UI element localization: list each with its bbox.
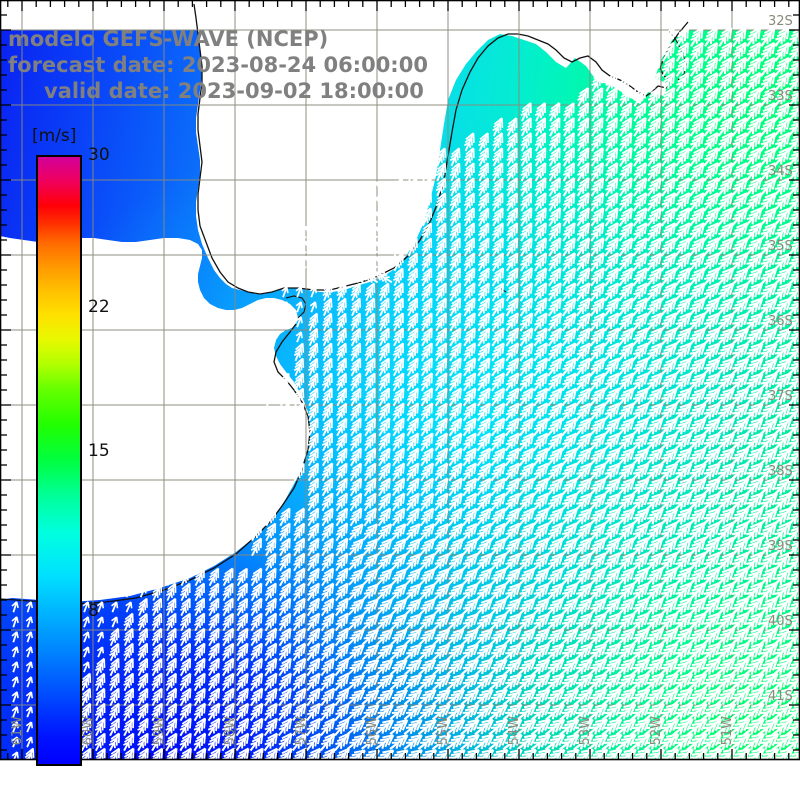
lat-label-39S: 39S — [768, 539, 793, 554]
lon-label-53W: 53W — [578, 716, 593, 746]
lat-label-41S: 41S — [768, 689, 793, 704]
lon-label-51W: 51W — [720, 716, 735, 746]
colorbar: [m/s] 30 22 15 8 — [32, 126, 110, 766]
colorbar-tick-15: 15 — [88, 440, 110, 461]
lon-label-52W: 52W — [649, 716, 664, 746]
lon-label-55W: 55W — [436, 716, 451, 746]
lat-label-40S: 40S — [768, 614, 793, 629]
lat-label-34S: 34S — [768, 164, 793, 179]
lon-label-60W: 60W — [81, 716, 96, 746]
lat-label-32S: 32S — [768, 14, 793, 29]
lat-label-36S: 36S — [768, 314, 793, 329]
lon-label-61W: 61W — [10, 716, 25, 746]
lat-label-37S: 37S — [768, 389, 793, 404]
colorbar-gradient — [36, 155, 82, 766]
lon-label-58W: 58W — [223, 716, 238, 746]
lat-label-38S: 38S — [768, 464, 793, 479]
map-plot-area: {} — [0, 0, 800, 760]
lon-label-57W: 57W — [294, 716, 309, 746]
colorbar-tick-8: 8 — [88, 601, 99, 622]
colorbar-units-label: [m/s] — [32, 126, 77, 146]
colorbar-tick-22: 22 — [88, 297, 110, 318]
lat-label-35S: 35S — [768, 239, 793, 254]
lon-label-59W: 59W — [152, 716, 167, 746]
lat-label-33S: 33S — [768, 89, 793, 104]
colorbar-tick-30: 30 — [88, 145, 110, 165]
lon-label-54W: 54W — [507, 716, 522, 746]
lon-label-56W: 56W — [365, 716, 380, 746]
